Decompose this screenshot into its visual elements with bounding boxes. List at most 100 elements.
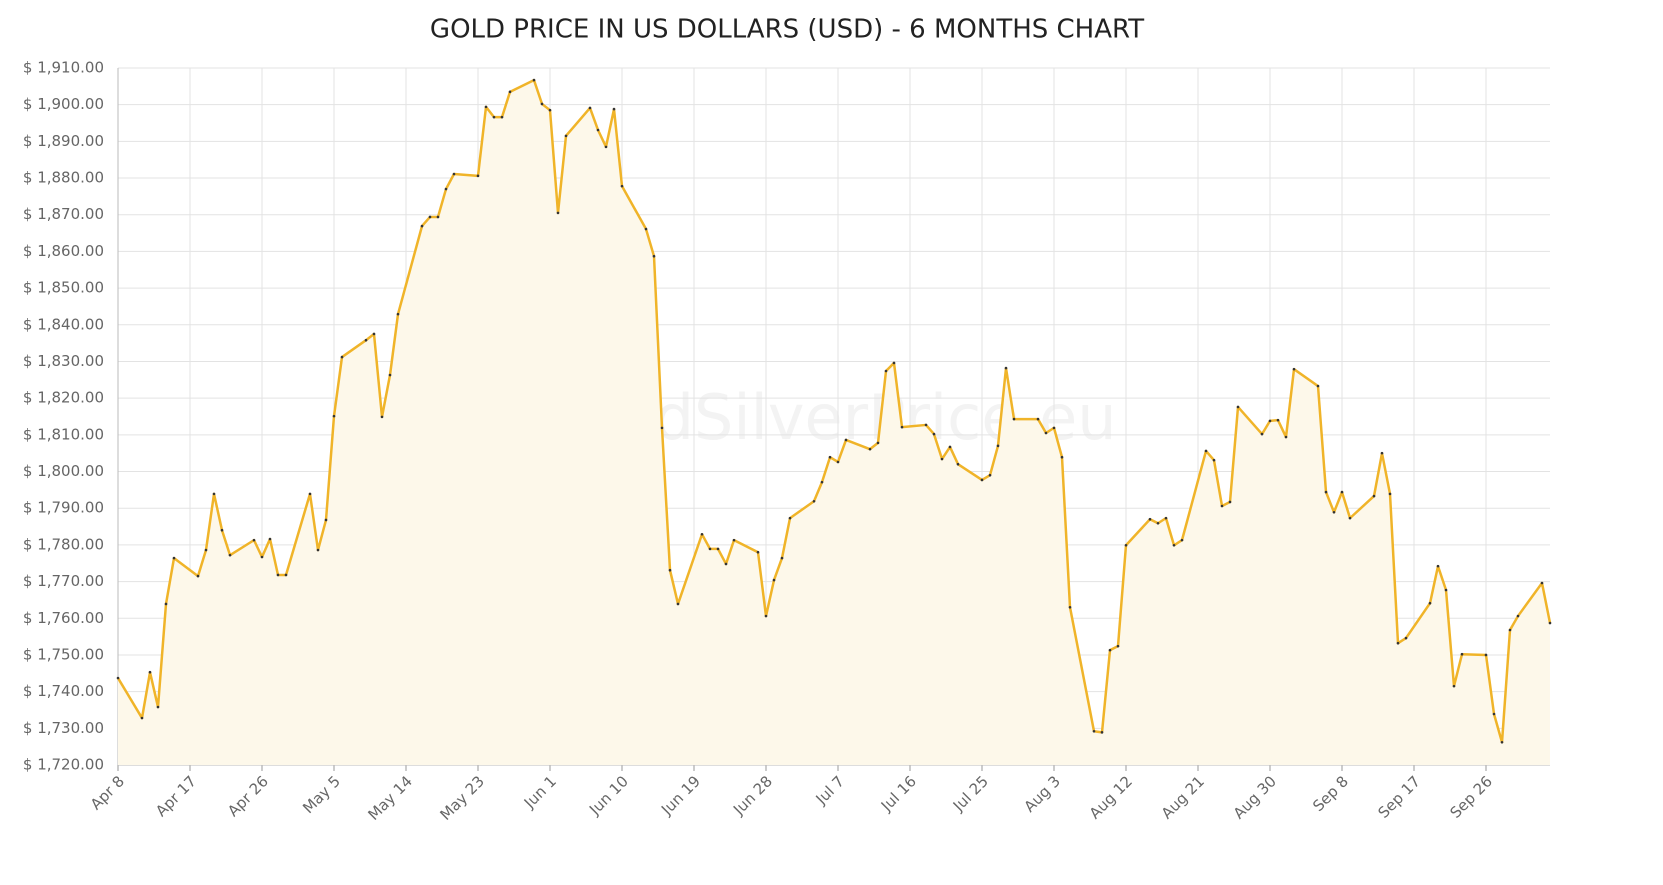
- point: [1500, 740, 1504, 744]
- point: [924, 423, 928, 427]
- line: [116, 78, 1552, 744]
- point: [700, 532, 704, 536]
- y-tick-label: $ 1,890.00: [23, 132, 104, 150]
- point: [668, 568, 672, 572]
- x-tick-label: Aug 3: [1020, 772, 1064, 816]
- point: [420, 224, 424, 228]
- point: [1324, 490, 1328, 494]
- point: [708, 547, 712, 551]
- point: [1220, 504, 1224, 508]
- point: [876, 441, 880, 445]
- y-tick-label: $ 1,790.00: [23, 499, 104, 517]
- x-tick-label: Jul 25: [949, 772, 992, 815]
- point: [652, 254, 656, 258]
- y-tick-label: $ 1,730.00: [23, 719, 104, 737]
- point: [436, 215, 440, 219]
- point: [1124, 543, 1128, 547]
- point: [1228, 500, 1232, 504]
- y-tick-label: $ 1,860.00: [23, 242, 104, 260]
- point: [1172, 543, 1176, 547]
- point: [532, 78, 536, 82]
- x-tick-label: May 5: [299, 772, 344, 817]
- point: [548, 108, 552, 112]
- point: [884, 369, 888, 373]
- point: [788, 516, 792, 520]
- point: [604, 145, 608, 149]
- point: [316, 548, 320, 552]
- point: [596, 128, 600, 132]
- x-tick-label: May 23: [436, 772, 488, 824]
- point: [1372, 494, 1376, 498]
- y-tick-label: $ 1,820.00: [23, 389, 104, 407]
- point: [276, 573, 280, 577]
- x-tick-label: May 14: [364, 772, 416, 824]
- point: [148, 670, 152, 674]
- point: [476, 174, 480, 178]
- y-tick-label: $ 1,910.00: [23, 59, 104, 77]
- y-tick-label: $ 1,880.00: [23, 169, 104, 187]
- point: [1100, 731, 1104, 734]
- y-tick-label: $ 1,810.00: [23, 425, 104, 443]
- x-tick-label: Sep 17: [1374, 772, 1424, 822]
- point: [660, 426, 664, 430]
- point: [556, 211, 560, 215]
- point: [252, 538, 256, 542]
- point: [284, 573, 288, 577]
- y-tick-label: $ 1,760.00: [23, 609, 104, 627]
- point: [1212, 458, 1216, 462]
- y-tick-label: $ 1,800.00: [23, 462, 104, 480]
- point: [500, 115, 504, 119]
- point: [1516, 614, 1520, 618]
- y-tick-label: $ 1,850.00: [23, 279, 104, 297]
- point: [820, 480, 824, 484]
- point: [892, 361, 896, 365]
- point: [1348, 516, 1352, 520]
- point: [164, 602, 168, 606]
- y-tick-label: $ 1,870.00: [23, 205, 104, 223]
- point: [732, 538, 736, 542]
- point: [1004, 366, 1008, 370]
- point: [492, 115, 496, 119]
- point: [508, 90, 512, 94]
- x-tick-label: Jun 1: [520, 772, 560, 812]
- point: [588, 106, 592, 110]
- y-tick-label: $ 1,770.00: [23, 572, 104, 590]
- x-tick-label: Apr 8: [87, 772, 128, 813]
- point: [1292, 367, 1296, 371]
- area: [118, 80, 1550, 766]
- point: [868, 447, 872, 451]
- point: [324, 518, 328, 522]
- point: [396, 312, 400, 316]
- point: [716, 547, 720, 551]
- point: [444, 187, 448, 191]
- point: [900, 425, 904, 429]
- point: [220, 528, 224, 532]
- y-tick-label: $ 1,750.00: [23, 645, 104, 663]
- point: [1164, 516, 1168, 520]
- point: [1388, 492, 1392, 496]
- point: [644, 227, 648, 231]
- point: [812, 499, 816, 503]
- point: [380, 415, 384, 419]
- point: [1060, 455, 1064, 459]
- point: [996, 444, 1000, 448]
- point: [564, 134, 568, 138]
- point: [1396, 641, 1400, 645]
- point: [308, 492, 312, 496]
- point: [388, 373, 392, 377]
- point: [1180, 538, 1184, 542]
- point: [1460, 652, 1464, 656]
- point: [1092, 729, 1096, 733]
- point: [932, 432, 936, 436]
- point: [228, 553, 232, 557]
- point: [1276, 418, 1280, 422]
- x-tick-label: Jul 16: [877, 772, 920, 815]
- point: [1108, 648, 1112, 652]
- point: [340, 355, 344, 359]
- y-tick-label: $ 1,840.00: [23, 315, 104, 333]
- point: [676, 602, 680, 606]
- point: [172, 556, 176, 560]
- y-tick-label: $ 1,830.00: [23, 352, 104, 370]
- point: [1444, 588, 1448, 592]
